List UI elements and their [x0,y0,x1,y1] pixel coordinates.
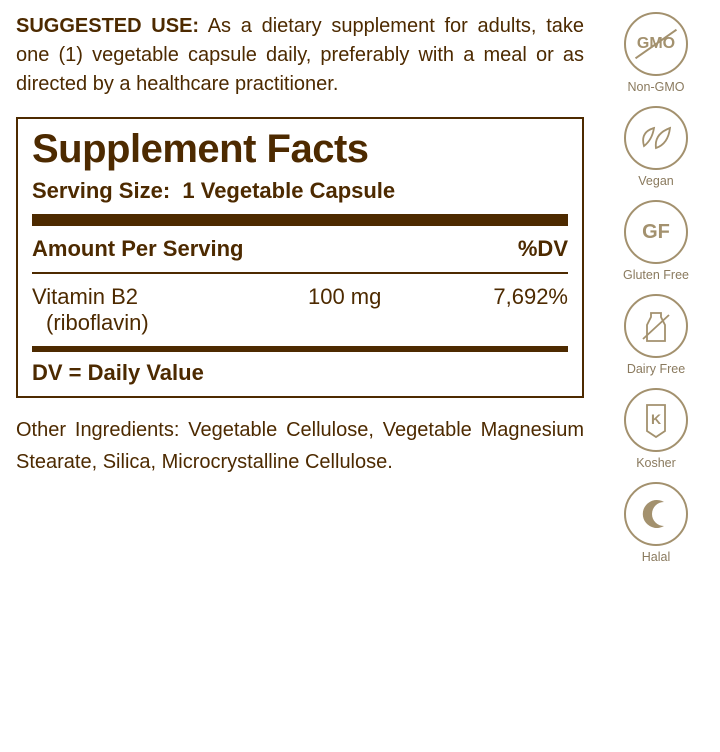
nutrient-sub: (riboflavin) [32,310,270,336]
suggested-lead: SUGGESTED USE: [16,15,199,37]
badge-halal: M Halal [624,482,688,564]
facts-title: Supplement Facts [32,127,568,172]
gmo-crossed-icon: GMO [624,12,688,76]
header-amount: Amount Per Serving [32,236,362,262]
gf-icon: GF [624,200,688,264]
halal-icon: M [624,482,688,546]
serving-size: Serving Size: 1 Vegetable Capsule [32,172,568,214]
badge-dairy-free: Dairy Free [624,294,688,376]
facts-header-row: Amount Per Serving %DV [32,226,568,272]
badge-gluten-free: GF Gluten Free [623,200,689,282]
rule-thick [32,214,568,226]
badge-vegan: Vegan [624,106,688,188]
supplement-facts-panel: Supplement Facts Serving Size: 1 Vegetab… [16,117,584,398]
nutrient-name: Vitamin B2 [32,284,138,309]
nutrient-amount: 100 mg [270,284,419,336]
badge-label: Dairy Free [627,362,685,376]
badge-label: Gluten Free [623,268,689,282]
badge-label: Non-GMO [628,80,685,94]
kosher-icon: K [624,388,688,452]
other-ingredients: Other Ingredients: Vegetable Cellulose, … [16,414,584,478]
badge-label: Vegan [638,174,673,188]
svg-text:K: K [651,411,661,427]
dv-note: DV = Daily Value [32,352,568,386]
badge-label: Kosher [636,456,676,470]
badge-label: Halal [642,550,671,564]
badge-column: GMO Non-GMO Vegan GF Gluten Free Dairy F… [608,12,704,740]
suggested-use: SUGGESTED USE: As a dietary supplement f… [16,12,584,99]
nutrient-dv: 7,692% [419,284,568,336]
badge-kosher: K Kosher [624,388,688,470]
milk-crossed-icon [624,294,688,358]
badge-non-gmo: GMO Non-GMO [624,12,688,94]
svg-text:M: M [653,507,663,521]
facts-row: Vitamin B2 (riboflavin) 100 mg 7,692% [32,274,568,346]
leaf-icon [624,106,688,170]
header-dv: %DV [362,236,568,262]
